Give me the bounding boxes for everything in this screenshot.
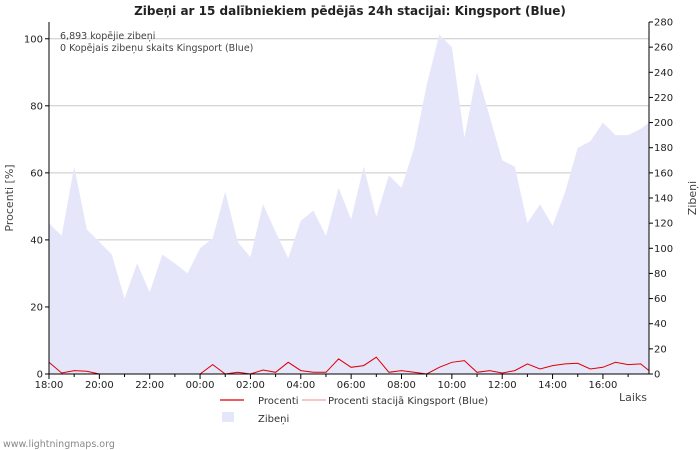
legend-station-label: Procenti stacijā Kingsport (Blue)	[328, 396, 488, 407]
x-tick-label: 12:00	[488, 380, 517, 391]
legend-procenti-label: Procenti	[258, 396, 299, 407]
x-tick-label: 18:00	[35, 380, 64, 391]
y-right-tick-label: 100	[654, 244, 673, 255]
y-right-tick-label: 80	[654, 269, 667, 280]
y-right-tick-label: 240	[654, 68, 673, 79]
y-right-tick-label: 20	[654, 344, 667, 355]
x-tick-label: 04:00	[286, 380, 315, 391]
x-tick-label: 00:00	[186, 380, 215, 391]
y-right-tick-label: 60	[654, 294, 667, 305]
y-right-tick-label: 40	[654, 319, 667, 330]
y-left-tick-label: 80	[30, 101, 43, 112]
y-left-label: Procenti [%]	[3, 164, 16, 231]
annotation-total: 6,893 kopējie zibeņi	[60, 31, 155, 42]
legend-zibeni-swatch	[222, 412, 234, 422]
x-axis-ticks: 18:00 20:00 22:00 00:00 02:00 04:00 06:00 08:00…	[35, 374, 629, 391]
y-right-tick-label: 180	[654, 143, 673, 154]
y-left-tick-label: 100	[24, 34, 43, 45]
x-tick-label: 22:00	[135, 380, 164, 391]
y-left-tick-label: 0	[37, 370, 43, 381]
x-tick-label: 10:00	[437, 380, 466, 391]
x-axis-label: Laiks	[619, 391, 647, 404]
x-tick-label: 14:00	[538, 380, 567, 391]
y-left-tick-label: 20	[30, 302, 43, 313]
y-right-tick-label: 280	[654, 18, 673, 29]
x-tick-label: 08:00	[387, 380, 416, 391]
y-left-tick-label: 60	[30, 168, 43, 179]
y-right-tick-label: 120	[654, 219, 673, 230]
x-tick-label: 02:00	[236, 380, 265, 391]
y-right-tick-label: 200	[654, 118, 673, 129]
x-tick-label: 06:00	[337, 380, 366, 391]
y-left-tick-label: 40	[30, 235, 43, 246]
y-right-label: Zibeņi	[686, 181, 699, 215]
y-right-tick-label: 140	[654, 194, 673, 205]
chart-title: Zibeņi ar 15 dalībniekiem pēdējās 24h st…	[134, 4, 566, 18]
y-right-tick-label: 0	[654, 370, 660, 381]
y-left-axis-ticks: 0 20 40 60 80 100	[24, 34, 49, 381]
footer-credit: www.lightningmaps.org	[3, 439, 115, 450]
y-right-tick-label: 220	[654, 93, 673, 104]
y-right-tick-label: 260	[654, 43, 673, 54]
legend: Procenti Procenti stacijā Kingsport (Blu…	[220, 396, 488, 425]
y-right-tick-label: 160	[654, 168, 673, 179]
x-tick-label: 20:00	[85, 380, 114, 391]
y-right-axis-ticks: 0 20 40 60 80 100 120 140 160 180 200 220 240 260 280	[649, 18, 673, 381]
area-series	[49, 34, 649, 374]
x-tick-label: 16:00	[589, 380, 618, 391]
annotation-station: 0 Kopējais zibeņu skaits Kingsport (Blue…	[60, 43, 253, 54]
series-zibeni-area	[49, 34, 649, 374]
legend-zibeni-label: Zibeņi	[258, 414, 289, 425]
